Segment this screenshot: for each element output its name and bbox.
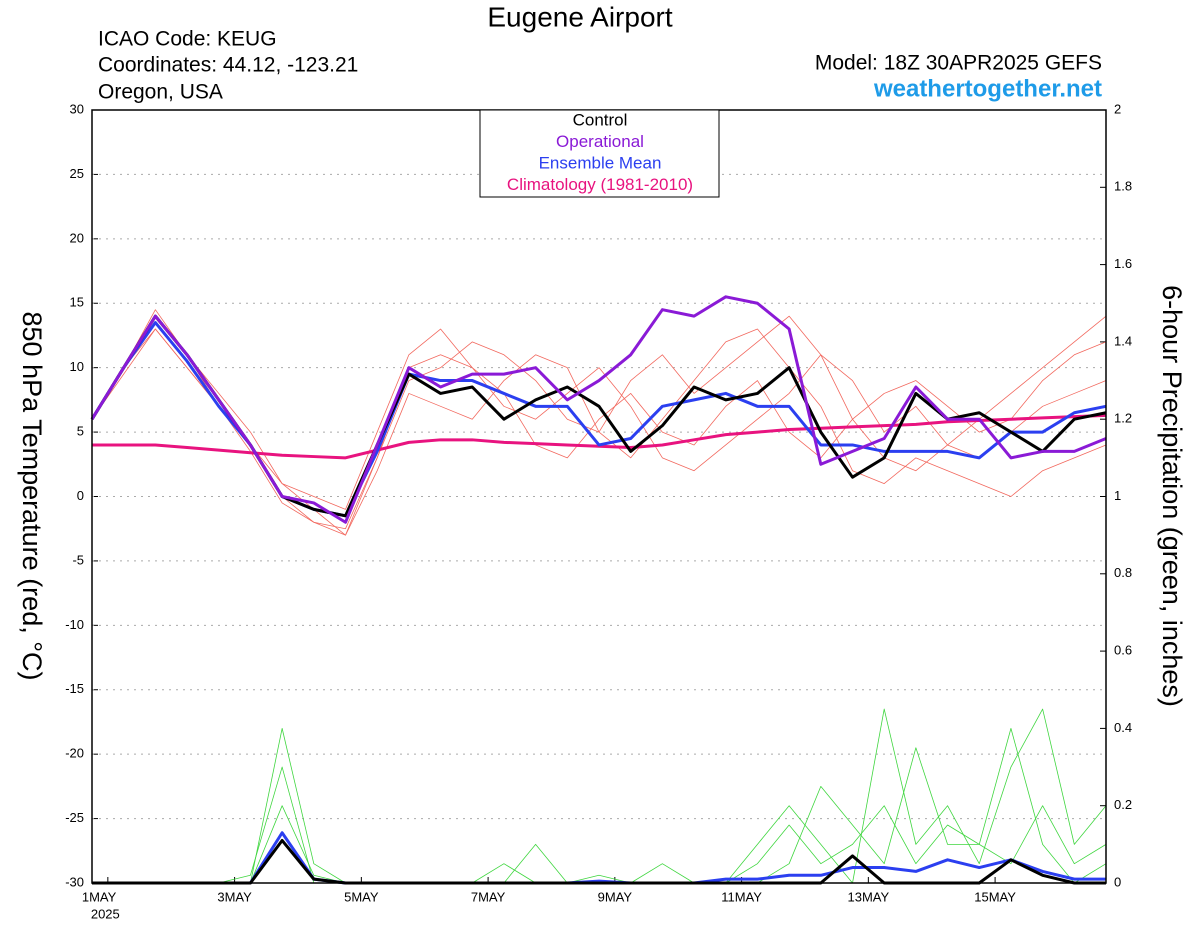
y-tick-label: -10 (65, 617, 84, 632)
y2-tick-label: 1 (1114, 488, 1121, 503)
y-axis-label: 850 hPa Temperature (red, °C) (17, 312, 47, 681)
y2-tick-label: 2 (1114, 101, 1121, 116)
x-tick-label: 5MAY (344, 889, 379, 904)
x-year-label: 2025 (91, 906, 120, 921)
y2-tick-label: 0.2 (1114, 797, 1132, 812)
series-line (90, 314, 1107, 518)
y2-tick-label: 1.6 (1114, 256, 1132, 271)
legend-entry: Ensemble Mean (539, 153, 662, 172)
y2-tick-label: 0.6 (1114, 643, 1132, 658)
model-info: Model: 18Z 30APR2025 GEFS (815, 52, 1102, 75)
series-line (90, 295, 1107, 524)
legend-box (479, 109, 720, 198)
y2-tick-label: 1.4 (1114, 333, 1132, 348)
legend-entry: Climatology (1981-2010) (507, 175, 693, 194)
x-tick-label: 11MAY (721, 889, 762, 904)
y-tick-label: -20 (65, 746, 84, 761)
y-tick-label: -30 (65, 874, 84, 889)
y-tick-label: -5 (72, 552, 84, 567)
ensemble-member-line (92, 708, 1107, 884)
y2-tick-label: 0 (1114, 874, 1121, 889)
y-tick-label: 10 (70, 359, 84, 374)
y2-tick-label: 0.4 (1114, 720, 1132, 735)
station-info: Coordinates: 44.12, -123.21 (98, 54, 358, 77)
legend-entry: Control (573, 110, 628, 129)
chart-title: Eugene Airport (487, 1, 672, 32)
station-info: ICAO Code: KEUG (98, 28, 277, 51)
y-tick-label: 5 (77, 424, 84, 439)
x-tick-label: 7MAY (471, 889, 506, 904)
ensemble-member-line (91, 328, 1107, 510)
y2-tick-label: 1.8 (1114, 179, 1132, 194)
x-tick-label: 15MAY (974, 889, 1016, 904)
x-tick-label: 9MAY (598, 889, 633, 904)
y-tick-label: 30 (70, 101, 84, 116)
y-tick-label: -25 (65, 810, 84, 825)
x-tick-label: 3MAY (217, 889, 252, 904)
y-tick-label: 20 (70, 230, 84, 245)
y2-tick-label: 0.8 (1114, 565, 1132, 580)
ensemble-member-line (91, 315, 1107, 536)
precip-line (92, 831, 1106, 885)
x-tick-label: 13MAY (848, 889, 890, 904)
y-tick-label: 15 (70, 295, 84, 310)
y-tick-label: -15 (65, 681, 84, 696)
station-info: Oregon, USA (98, 81, 223, 104)
y2-axis-label: 6-hour Precipitation (green, inches) (1157, 285, 1187, 707)
y-tick-label: 0 (77, 488, 84, 503)
ensemble-member-line (92, 728, 1107, 884)
legend-entry: Operational (556, 132, 644, 151)
site-name: weathertogether.net (873, 75, 1102, 102)
x-tick-label: 1MAY (82, 889, 117, 904)
y2-tick-label: 1.2 (1114, 411, 1132, 426)
y-tick-label: 25 (70, 166, 84, 181)
